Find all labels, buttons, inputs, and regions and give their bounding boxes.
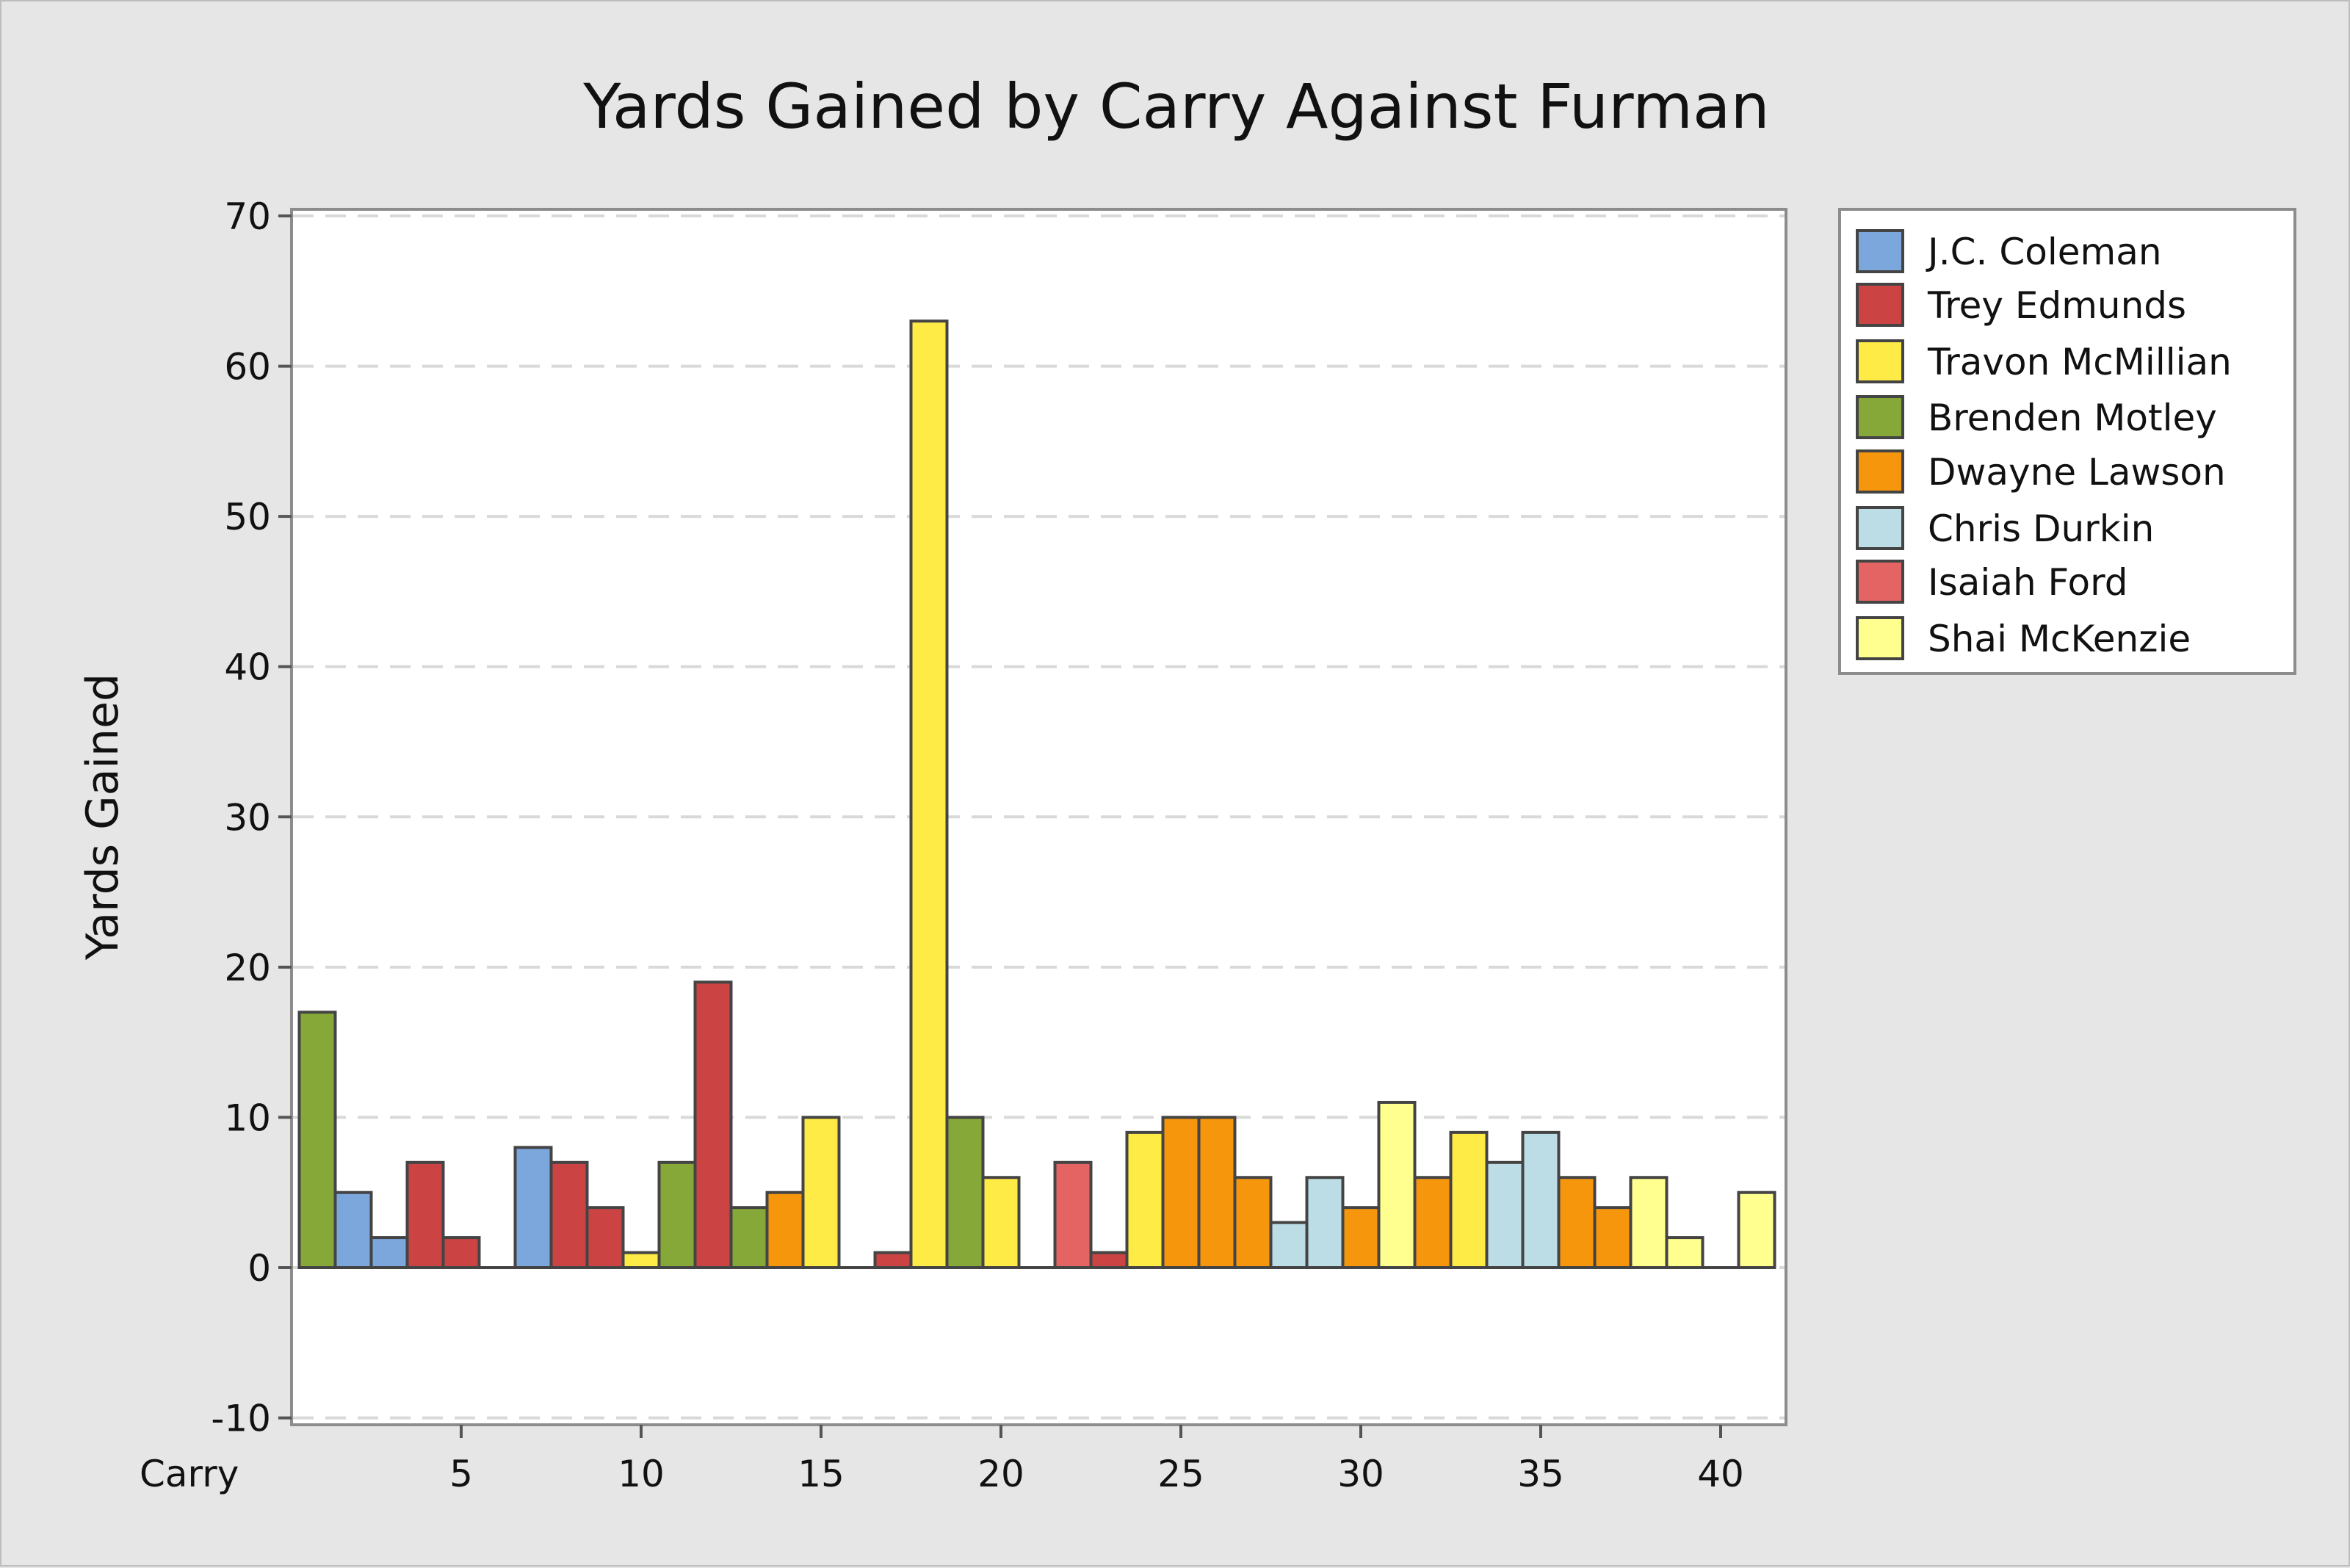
- legend: J.C. Coleman Trey Edmunds Travon McMillian…: [1856, 229, 2232, 660]
- bar-brenden-motley-carry-11: [657, 1160, 697, 1270]
- bar-travon-mcmillian-carry-20: [981, 1176, 1021, 1270]
- legend-label: Chris Durkin: [1928, 507, 2154, 550]
- y-tick-label: 60: [224, 346, 271, 389]
- y-tick-label: -10: [211, 1398, 271, 1440]
- x-tick-label: 20: [977, 1453, 1024, 1495]
- x-tick-label: 35: [1517, 1453, 1564, 1495]
- x-tick-label: 10: [618, 1453, 665, 1495]
- y-axis-label: Yards Gained: [77, 673, 129, 961]
- bar-dwayne-lawson-carry-30: [1341, 1206, 1381, 1269]
- bar-shai-mckenzie-carry-39: [1665, 1236, 1704, 1269]
- bar-dwayne-lawson-carry-14: [765, 1191, 805, 1269]
- y-tick-label: 70: [224, 195, 271, 238]
- bar-dwayne-lawson-carry-26: [1197, 1116, 1237, 1270]
- bar-dwayne-lawson-carry-36: [1557, 1176, 1597, 1270]
- bar-layer: [297, 319, 1776, 1270]
- x-tick-label: 25: [1157, 1453, 1204, 1495]
- bar-dwayne-lawson-carry-27: [1233, 1176, 1273, 1270]
- bar-chris-durkin-carry-29: [1305, 1176, 1345, 1270]
- legend-swatch: [1856, 506, 1904, 550]
- bar-chris-durkin-carry-35: [1521, 1130, 1561, 1270]
- legend-swatch: [1856, 449, 1904, 494]
- bar-brenden-motley-carry-1: [297, 1011, 337, 1269]
- bar-j-c-coleman-carry-3: [369, 1236, 409, 1269]
- legend-box: [1838, 208, 2296, 675]
- bar-trey-edmunds-carry-23: [1089, 1251, 1129, 1269]
- bar-trey-edmunds-carry-12: [693, 980, 733, 1270]
- bar-j-c-coleman-carry-2: [333, 1191, 373, 1269]
- y-tick-label: 0: [247, 1247, 271, 1290]
- bar-chris-durkin-carry-28: [1269, 1221, 1309, 1269]
- bar-trey-edmunds-carry-5: [441, 1236, 481, 1269]
- legend-swatch: [1856, 339, 1904, 383]
- x-axis-label: Carry: [140, 1453, 239, 1495]
- x-tick-label: 5: [449, 1453, 473, 1495]
- bar-travon-mcmillian-carry-33: [1449, 1130, 1489, 1270]
- y-tick-label: 50: [224, 496, 271, 538]
- y-tick-label: 20: [224, 947, 271, 989]
- bar-shai-mckenzie-carry-38: [1629, 1176, 1668, 1270]
- y-tick-label: 40: [224, 646, 271, 689]
- y-tick-label: 30: [224, 796, 271, 839]
- bar-travon-mcmillian-carry-24: [1125, 1130, 1165, 1270]
- legend-label: Brenden Motley: [1928, 397, 2217, 439]
- legend-label: Dwayne Lawson: [1928, 451, 2226, 494]
- bar-shai-mckenzie-carry-41: [1737, 1191, 1776, 1269]
- bar-shai-mckenzie-carry-31: [1377, 1100, 1417, 1269]
- legend-swatch: [1856, 616, 1904, 660]
- bar-travon-mcmillian-carry-10: [621, 1251, 661, 1269]
- bar-trey-edmunds-carry-9: [585, 1206, 625, 1269]
- legend-swatch: [1856, 229, 1904, 273]
- bar-dwayne-lawson-carry-37: [1593, 1206, 1633, 1269]
- x-tick-label: 30: [1337, 1453, 1384, 1495]
- bar-dwayne-lawson-carry-25: [1161, 1116, 1201, 1270]
- bar-trey-edmunds-carry-8: [549, 1160, 589, 1270]
- legend-swatch: [1856, 560, 1904, 604]
- x-tick-label: 15: [798, 1453, 845, 1495]
- y-tick-layer: -10 0 10 20 30 40 50 60 70: [211, 195, 292, 1440]
- bar-travon-mcmillian-carry-15: [801, 1116, 841, 1270]
- bar-brenden-motley-carry-13: [729, 1206, 769, 1269]
- bar-travon-mcmillian-carry-18: [909, 319, 949, 1270]
- legend-label: Trey Edmunds: [1927, 284, 2186, 327]
- bar-dwayne-lawson-carry-32: [1413, 1176, 1453, 1270]
- bar-brenden-motley-carry-19: [945, 1116, 985, 1270]
- legend-label: Shai McKenzie: [1928, 618, 2191, 660]
- legend-swatch: [1856, 283, 1904, 327]
- bar-isaiah-ford-carry-22: [1053, 1160, 1093, 1270]
- x-tick-label: 40: [1697, 1453, 1744, 1495]
- bar-chris-durkin-carry-34: [1485, 1160, 1525, 1270]
- y-tick-label: 10: [224, 1096, 271, 1139]
- bar-j-c-coleman-carry-7: [513, 1146, 553, 1270]
- legend-swatch: [1856, 395, 1904, 439]
- chart-title: Yards Gained by Carry Against Furman: [582, 71, 1770, 142]
- x-tick-layer: 5 10 15 20 25 30 35 40: [449, 1425, 1744, 1495]
- legend-label: J.C. Coleman: [1926, 231, 2162, 273]
- legend-label: Isaiah Ford: [1928, 561, 2128, 604]
- bar-trey-edmunds-carry-4: [405, 1160, 445, 1270]
- bar-trey-edmunds-carry-17: [873, 1251, 913, 1269]
- legend-label: Travon McMillian: [1927, 341, 2232, 383]
